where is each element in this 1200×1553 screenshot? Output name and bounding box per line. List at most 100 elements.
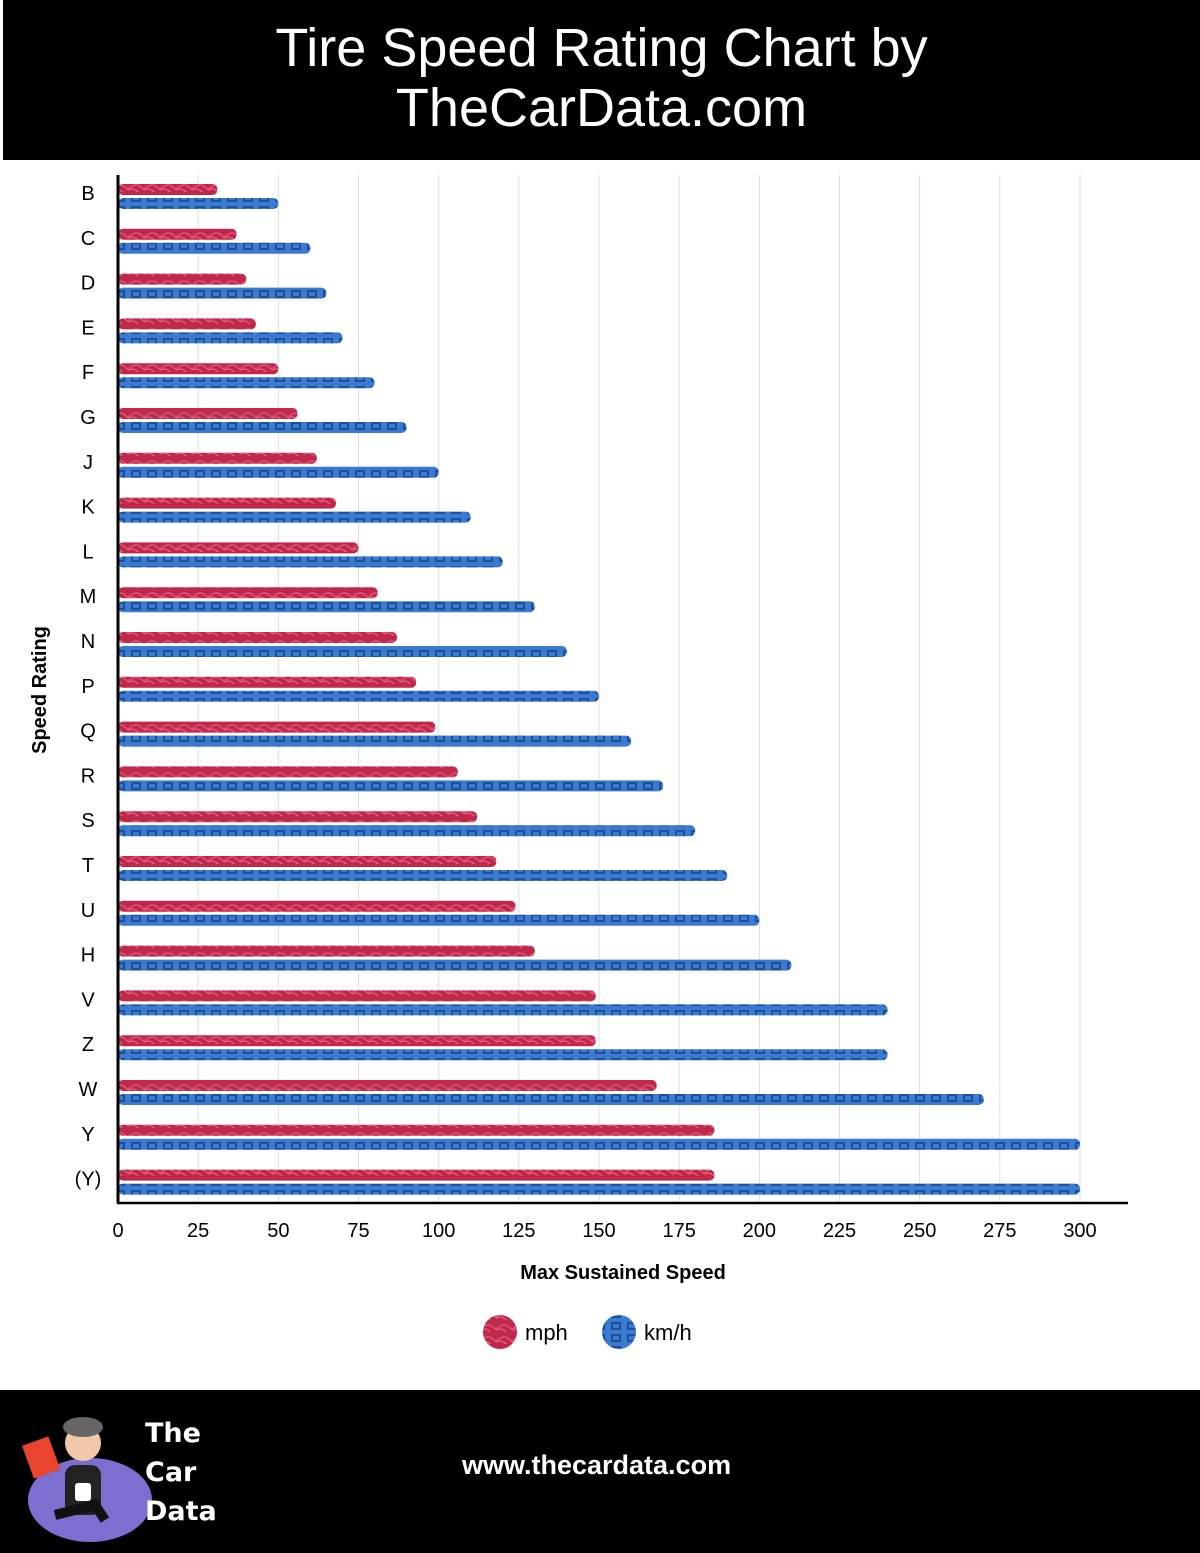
bar-kmh (118, 1138, 1080, 1150)
bar-kmh (118, 332, 343, 344)
bar-kmh (118, 242, 311, 254)
bar-mph (118, 1080, 657, 1091)
x-tick-label: 250 (903, 1220, 936, 1242)
y-tick-label: C (81, 228, 95, 250)
title-banner: Tire Speed Rating Chart by TheCarData.co… (3, 0, 1200, 160)
bar-kmh (118, 511, 471, 523)
legend-swatch-kmh (602, 1315, 636, 1349)
bar-mph (118, 363, 279, 375)
x-tick-label: 200 (743, 1220, 776, 1242)
bar-kmh (118, 959, 792, 971)
chart-title-line2: TheCarData.com (395, 78, 808, 138)
y-tick-label: F (82, 362, 94, 384)
bar-mph (118, 811, 478, 823)
y-tick-label: H (81, 945, 95, 967)
x-tick-label: 300 (1063, 1220, 1096, 1242)
legend-label-kmh: km/h (644, 1320, 692, 1345)
y-tick-label: Y (81, 1124, 94, 1146)
bar-kmh (118, 556, 503, 568)
bar-kmh (118, 825, 696, 837)
bar-kmh (118, 870, 728, 881)
bar-kmh (118, 287, 327, 299)
y-tick-label: W (79, 1079, 98, 1101)
x-tick-label: 225 (823, 1220, 856, 1242)
bar-mph (118, 900, 516, 912)
y-tick-label: J (83, 452, 93, 474)
x-tick-label: 100 (422, 1220, 455, 1242)
y-tick-label: G (80, 407, 96, 429)
y-tick-label: S (81, 810, 94, 832)
y-tick-label: B (81, 183, 94, 205)
bar-kmh (118, 1183, 1080, 1195)
bar-kmh (118, 646, 567, 657)
bar-kmh (118, 690, 599, 702)
bar-kmh (118, 1094, 984, 1105)
y-tick-label: Z (82, 1034, 94, 1056)
brand-name: The Car Data (145, 1414, 217, 1531)
x-tick-label: 275 (983, 1220, 1016, 1242)
x-tick-label: 125 (502, 1220, 535, 1242)
legend-swatch-mph (483, 1315, 517, 1349)
bar-mph (118, 766, 458, 778)
bar-mph (118, 676, 417, 688)
y-tick-label: U (81, 900, 95, 922)
y-tick-label: P (81, 676, 94, 698)
legend-label-mph: mph (525, 1320, 568, 1345)
bar-kmh (118, 601, 535, 613)
y-tick-label: V (81, 989, 95, 1011)
chart-title-line1: Tire Speed Rating Chart by (275, 18, 928, 78)
y-tick-label: T (82, 855, 94, 877)
y-tick-label: D (81, 273, 95, 295)
bar-kmh (118, 422, 407, 433)
x-tick-label: 50 (267, 1220, 289, 1242)
y-axis-title: Speed Rating (29, 626, 51, 754)
brand-line2: Car (145, 1457, 197, 1488)
x-tick-label: 25 (187, 1220, 209, 1242)
bar-mph (118, 587, 378, 599)
bar-mph (118, 632, 397, 643)
bar-mph (118, 1169, 715, 1181)
bar-mph (118, 497, 337, 509)
bar-mph (118, 228, 237, 240)
bar-mph (118, 856, 497, 867)
mascot-logo (22, 1417, 152, 1542)
x-tick-label: 0 (112, 1220, 123, 1242)
y-tick-label: M (80, 586, 97, 608)
bar-mph (118, 1035, 596, 1047)
bar-kmh (118, 914, 760, 926)
bar-kmh (118, 780, 664, 792)
bar-mph (118, 452, 317, 464)
y-tick-label: R (81, 765, 95, 787)
website-link[interactable]: www.thecardata.com (462, 1450, 732, 1480)
bar-mph (118, 721, 436, 733)
bar-mph (118, 184, 218, 195)
y-tick-label: (Y) (75, 1169, 102, 1191)
bar-mph (118, 318, 256, 330)
bar-mph (118, 945, 535, 957)
bar-mph (118, 408, 298, 419)
bar-mph (118, 542, 359, 554)
y-tick-label: E (81, 317, 94, 339)
y-tick-label: K (81, 497, 95, 519)
bar-kmh (118, 735, 632, 747)
bar-kmh (118, 377, 375, 389)
brand-line3: Data (145, 1496, 217, 1527)
bar-mph (118, 273, 247, 285)
footer: The Car Data www.thecardata.com (0, 1390, 1200, 1553)
x-axis-title: Max Sustained Speed (520, 1262, 726, 1284)
bar-kmh (118, 1004, 888, 1016)
bar-mph (118, 990, 596, 1002)
y-tick-label: L (82, 541, 93, 563)
bar-kmh (118, 1049, 888, 1061)
x-tick-label: 175 (662, 1220, 695, 1242)
bar-mph (118, 1124, 715, 1136)
bar-kmh (118, 466, 439, 478)
brand-line1: The (145, 1418, 201, 1449)
bar-kmh (118, 198, 279, 209)
y-tick-label: N (81, 631, 95, 653)
legend: mph km/h (483, 1315, 692, 1349)
x-tick-label: 150 (582, 1220, 615, 1242)
y-tick-label: Q (80, 721, 96, 743)
bar-chart: B C DE F G J KL M N P QR S T U HV Z W Y (Y) 0 25 50 75 100 125 1… (29, 175, 1128, 1349)
x-tick-label: 75 (347, 1220, 369, 1242)
